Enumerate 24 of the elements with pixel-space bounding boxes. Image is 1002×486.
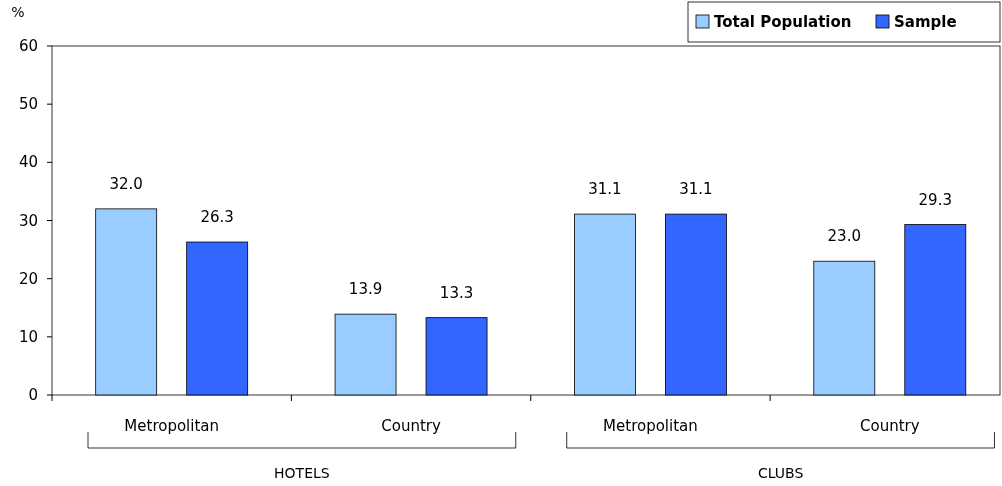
y-tick-label: 10 (18, 327, 38, 346)
data-label: 26.3 (200, 208, 234, 227)
y-tick-label: 60 (18, 37, 38, 55)
x-tick-label: Country (381, 417, 441, 435)
data-label: 13.9 (348, 280, 383, 299)
x-tick-label: Metropolitan (603, 417, 698, 435)
x-tick-label: Metropolitan (124, 417, 220, 435)
y-tick-label: 50 (18, 95, 38, 114)
y-axis-title: % (11, 4, 25, 20)
y-tick-label: 30 (18, 211, 38, 230)
y-tick-label: 40 (18, 153, 38, 172)
legend-label: Total Population (714, 13, 852, 31)
data-label: 23.0 (827, 227, 861, 246)
data-label: 29.3 (918, 190, 952, 209)
y-tick-label: 20 (18, 269, 38, 288)
data-label: 13.3 (439, 283, 474, 302)
legend-label: Sample (894, 13, 957, 31)
y-tick-label: 0 (28, 386, 38, 404)
data-label: 31.1 (679, 180, 713, 199)
x-tick-label: Country (860, 417, 920, 435)
data-label: 31.1 (588, 180, 622, 199)
data-label: 32.0 (109, 174, 143, 193)
text: HOTELS (274, 465, 330, 481)
text: CLUBS (757, 465, 804, 481)
